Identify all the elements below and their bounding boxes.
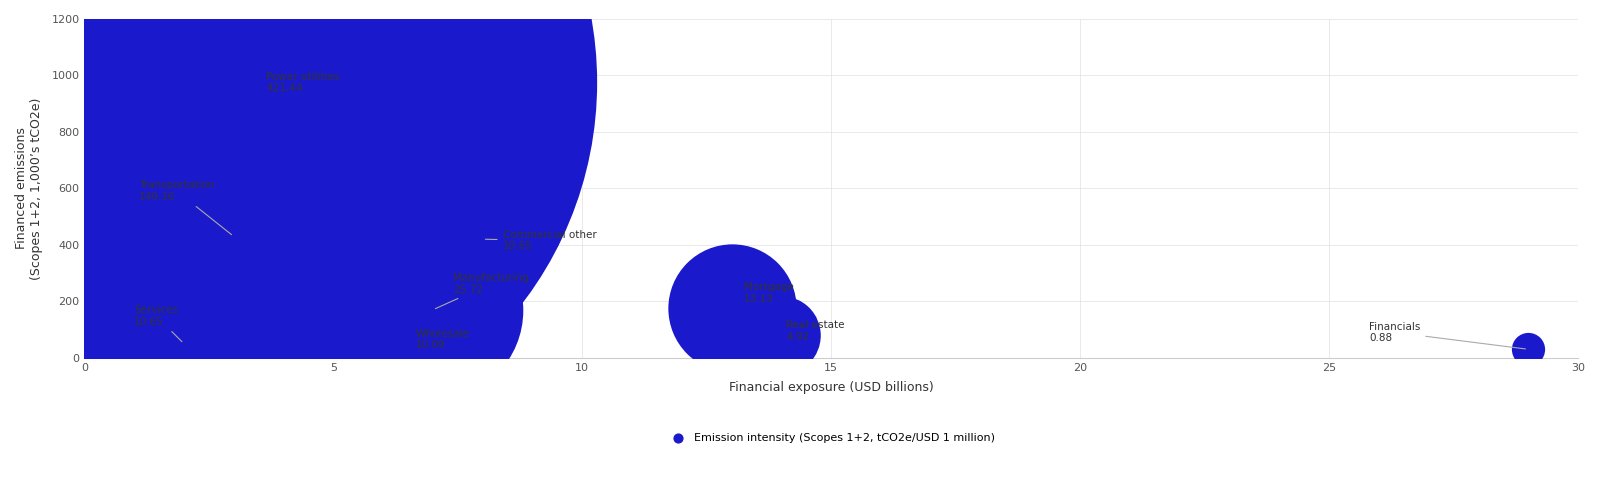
Text: Manufacturing
25.72: Manufacturing 25.72 xyxy=(435,273,528,308)
Legend: Emission intensity (Scopes 1+2, tCO2e/USD 1 million): Emission intensity (Scopes 1+2, tCO2e/US… xyxy=(662,428,1000,447)
Point xyxy=(470,122,496,130)
Point xyxy=(395,336,421,344)
Point xyxy=(221,78,246,86)
Text: Power utilities
421.44: Power utilities 421.44 xyxy=(266,72,339,94)
Text: Services
10.65: Services 10.65 xyxy=(134,305,182,342)
Point xyxy=(718,304,744,312)
Point xyxy=(1515,346,1541,354)
Text: Real estate
4.92: Real estate 4.92 xyxy=(786,320,845,342)
X-axis label: Financial exposure (USD billions): Financial exposure (USD billions) xyxy=(728,381,933,394)
Text: Mortgage
13.13: Mortgage 13.13 xyxy=(744,282,794,304)
Text: Wholesale
10.09: Wholesale 10.09 xyxy=(416,328,469,350)
Text: Financials
0.88: Financials 0.88 xyxy=(1370,322,1525,349)
Point xyxy=(470,235,496,243)
Point xyxy=(768,331,794,339)
Point xyxy=(421,306,446,314)
Point xyxy=(221,232,246,240)
Point xyxy=(171,340,197,347)
Text: Commercial other
10.65: Commercial other 10.65 xyxy=(485,230,597,252)
Text: Transportation
149.16: Transportation 149.16 xyxy=(139,180,232,234)
Y-axis label: Financed emissions
(Scopes 1+2, 1,000’s tCO2e): Financed emissions (Scopes 1+2, 1,000’s … xyxy=(14,97,43,280)
